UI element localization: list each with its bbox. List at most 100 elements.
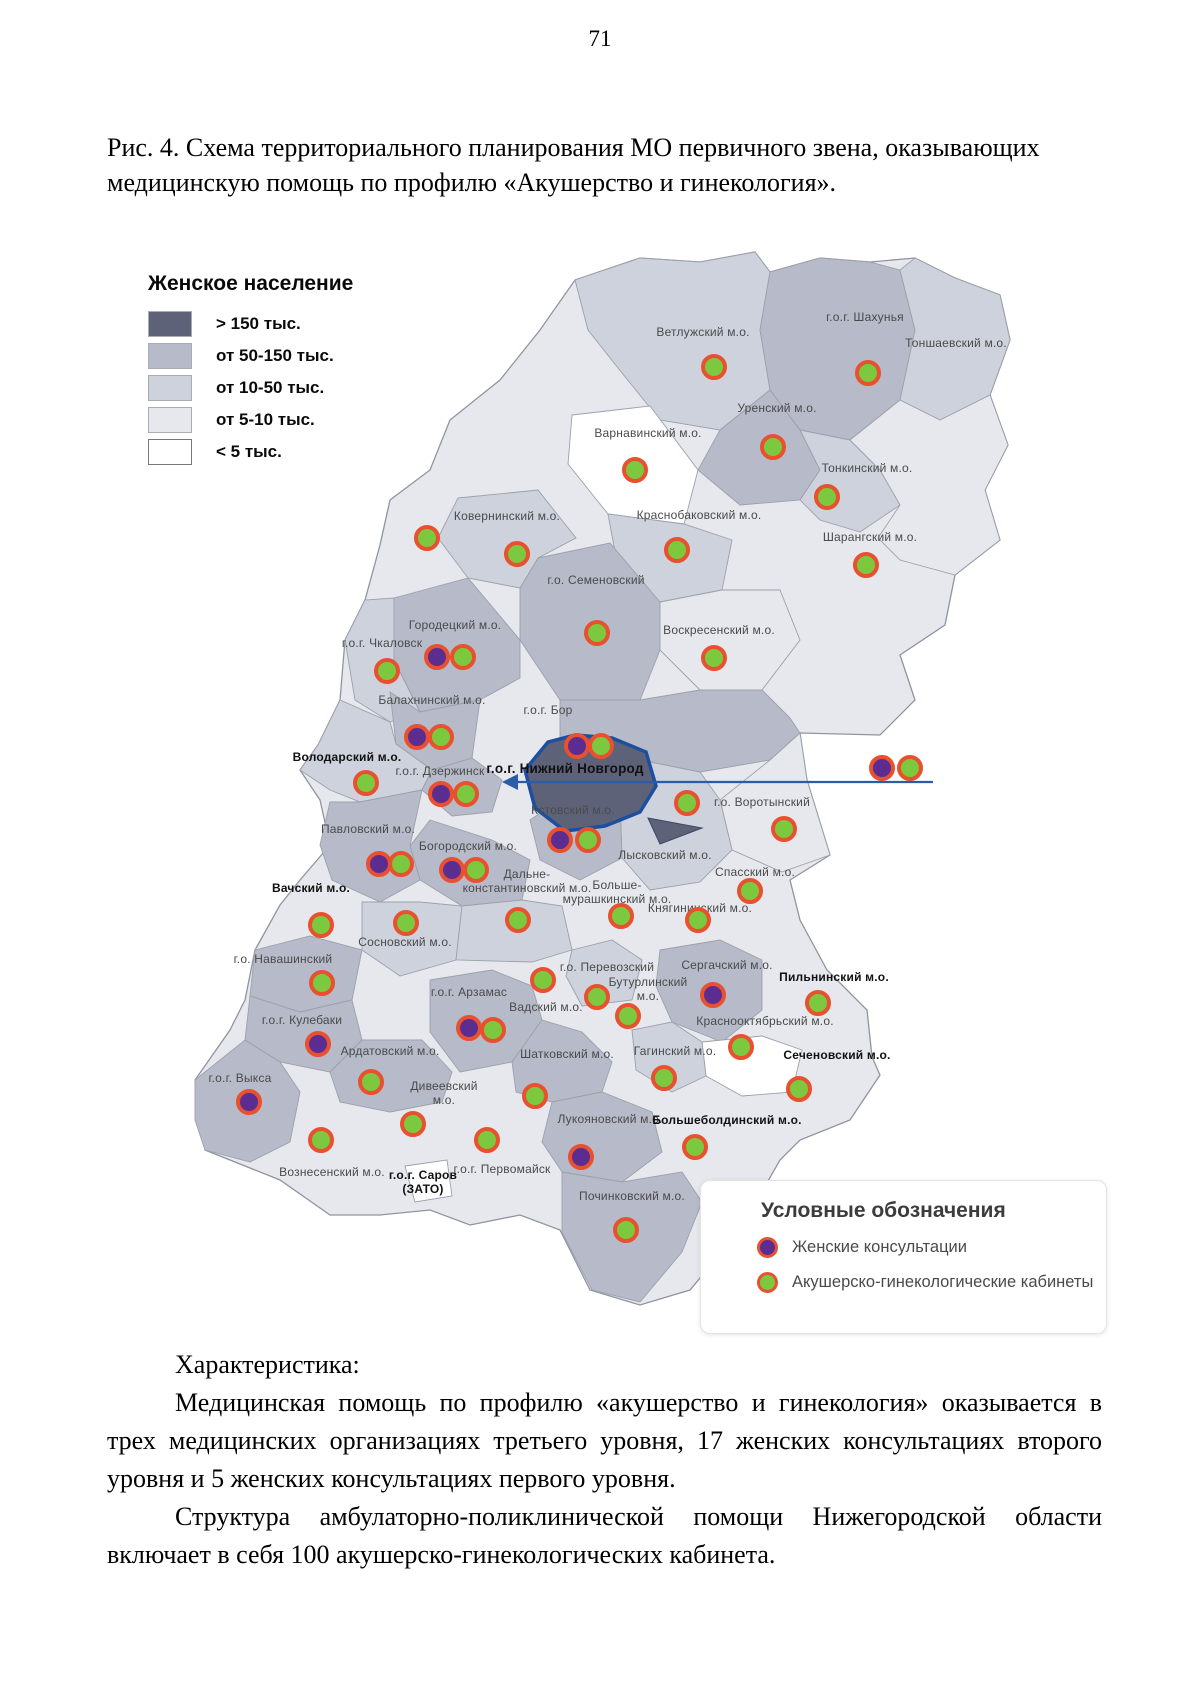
consultation-marker bbox=[305, 1031, 331, 1057]
population-legend-item: от 10-50 тыс. bbox=[148, 374, 353, 401]
cabinet-marker bbox=[615, 1003, 641, 1029]
district-label: Пильнинский м.о. bbox=[779, 970, 889, 985]
district-label: Вознесенский м.о. bbox=[279, 1165, 385, 1180]
district-label: Бутурлинский м.о. bbox=[608, 975, 688, 1003]
consultation-marker bbox=[428, 781, 454, 807]
cabinet-marker bbox=[674, 790, 700, 816]
consultation-marker-icon bbox=[757, 1237, 778, 1258]
cabinet-marker bbox=[463, 857, 489, 883]
district-label: Лукояновский м.о. bbox=[557, 1112, 663, 1127]
cabinet-marker bbox=[685, 907, 711, 933]
district-label: Балахнинский м.о. bbox=[378, 693, 486, 708]
cabinet-marker bbox=[505, 907, 531, 933]
cabinet-marker bbox=[358, 1069, 384, 1095]
district-label: Вадский м.о. bbox=[509, 1000, 583, 1015]
cabinet-marker bbox=[308, 1127, 334, 1153]
cabinet-marker bbox=[393, 910, 419, 936]
cabinet-marker bbox=[374, 658, 400, 684]
page-number: 71 bbox=[588, 26, 612, 51]
district-label: Богородский м.о. bbox=[418, 839, 518, 854]
district-label: Шатковский м.о. bbox=[520, 1047, 614, 1062]
district-label: Вачский м.о. bbox=[271, 881, 351, 896]
cabinet-marker bbox=[855, 360, 881, 386]
cabinet-marker bbox=[453, 781, 479, 807]
district-label: г.о.г. Дзержинск bbox=[395, 764, 485, 779]
population-swatch-label: > 150 тыс. bbox=[216, 313, 301, 333]
district-label: Гагинский м.о. bbox=[633, 1044, 717, 1059]
map-figure: Женское население > 150 тыс. от 50-150 ты… bbox=[148, 251, 1107, 1334]
consultation-marker bbox=[439, 857, 465, 883]
district-label: Володарский м.о. bbox=[292, 750, 402, 765]
population-swatch-label: от 5-10 тыс. bbox=[216, 409, 315, 429]
district-label: Краснооктябрьский м.о. bbox=[696, 1014, 834, 1029]
district-label: г.о.г. Нижний Новгород bbox=[486, 761, 644, 777]
district-label: г.о. Семеновский bbox=[547, 573, 645, 588]
district-patchwork bbox=[194, 251, 1011, 1303]
population-legend-item: < 5 тыс. bbox=[148, 438, 353, 465]
population-legend-rows: > 150 тыс. от 50-150 тыс. от 10-50 тыс. от … bbox=[148, 310, 353, 465]
district-label: Починковский м.о. bbox=[579, 1189, 685, 1204]
cabinet-marker bbox=[522, 1083, 548, 1109]
cabinet-marker bbox=[428, 724, 454, 750]
cabinet-marker-icon bbox=[757, 1272, 778, 1293]
district-label: г.о. Воротынский bbox=[714, 795, 810, 810]
cabinet-marker bbox=[622, 457, 648, 483]
cabinet-marker bbox=[814, 484, 840, 510]
district-label: Ветлужский м.о. bbox=[656, 325, 750, 340]
cabinet-marker bbox=[701, 354, 727, 380]
population-legend-item: от 50-150 тыс. bbox=[148, 342, 353, 369]
district-label: Большеболдинский м.о. bbox=[652, 1113, 802, 1128]
population-swatch bbox=[148, 310, 192, 337]
cabinet-marker bbox=[353, 770, 379, 796]
paragraphs: Медицинская помощь по профилю «акушерств… bbox=[107, 1384, 1102, 1574]
cabinet-marker bbox=[575, 827, 601, 853]
district-label: г.о. Перевозский bbox=[559, 960, 655, 975]
consultation-marker bbox=[236, 1089, 262, 1115]
kstovsky-wedge-shape bbox=[647, 817, 704, 845]
district-label: Больше- мурашкинский м.о. bbox=[562, 878, 672, 906]
population-swatch bbox=[148, 342, 192, 369]
district-label: г.о.г. Саров (ЗАТО) bbox=[388, 1168, 458, 1196]
cabinet-marker bbox=[414, 525, 440, 551]
district-label: Краснобаковский м.о. bbox=[636, 508, 762, 523]
district-label: Сергачский м.о. bbox=[681, 958, 773, 973]
consultation-marker bbox=[456, 1015, 482, 1041]
symbols-legend-label: Акушерско-гинекологические кабинеты bbox=[792, 1273, 1094, 1291]
cabinet-marker bbox=[651, 1065, 677, 1091]
symbols-legend-rows: Женские консультации Акушерско-гинекологи… bbox=[701, 1237, 1106, 1293]
district-label: г.о.г. Первомайск bbox=[453, 1162, 551, 1177]
district-label: Кстовский м.о. bbox=[531, 803, 615, 818]
district-label: г.о.г. Выкса bbox=[208, 1071, 272, 1086]
district-label: Дивеевский м.о. bbox=[410, 1079, 478, 1107]
district-label: Спасский м.о. bbox=[714, 865, 796, 880]
population-legend: Женское население > 150 тыс. от 50-150 ты… bbox=[148, 272, 353, 470]
district-label: Уренский м.о. bbox=[737, 401, 817, 416]
cabinet-marker bbox=[530, 967, 556, 993]
district-label: Шарангский м.о. bbox=[822, 530, 918, 545]
district-label: г.о.г. Бор bbox=[523, 703, 573, 718]
cabinet-marker bbox=[728, 1034, 754, 1060]
body-text: Характеристика: Медицинская помощь по пр… bbox=[107, 1346, 1102, 1574]
consultation-marker bbox=[404, 724, 430, 750]
cabinet-marker bbox=[613, 1217, 639, 1243]
cabinet-marker bbox=[474, 1127, 500, 1153]
population-legend-item: от 5-10 тыс. bbox=[148, 406, 353, 433]
district-label: Дальне- константиновский м.о. bbox=[462, 867, 592, 895]
symbols-legend-label: Женские консультации bbox=[792, 1238, 967, 1256]
district-label: г.о.г. Арзамас bbox=[430, 985, 508, 1000]
cabinet-marker bbox=[771, 816, 797, 842]
population-swatch-label: < 5 тыс. bbox=[216, 441, 282, 461]
cabinet-marker bbox=[588, 733, 614, 759]
cabinet-marker bbox=[504, 541, 530, 567]
cabinet-marker bbox=[737, 878, 763, 904]
district-label: Лысковский м.о. bbox=[618, 848, 712, 863]
cabinet-marker bbox=[701, 645, 727, 671]
paragraph: Структура амбулаторно-поликлинической по… bbox=[107, 1502, 1102, 1569]
cabinet-marker bbox=[480, 1017, 506, 1043]
district-label: Ардатовский м.о. bbox=[340, 1044, 440, 1059]
cabinet-marker bbox=[309, 970, 335, 996]
symbols-legend-item: Акушерско-гинекологические кабинеты bbox=[757, 1272, 1106, 1293]
population-legend-title: Женское население bbox=[148, 272, 354, 295]
cabinet-marker bbox=[664, 537, 690, 563]
